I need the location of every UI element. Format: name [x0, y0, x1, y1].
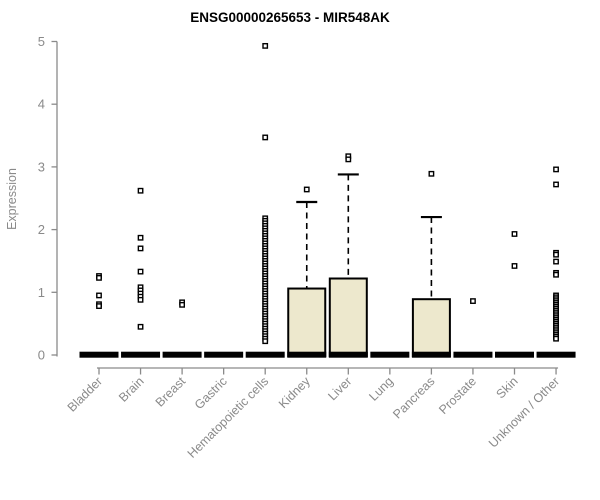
outlier-point [511, 263, 518, 269]
outlier-point [96, 274, 102, 281]
boxplot-gastric [204, 351, 244, 358]
outlier-point [179, 301, 185, 308]
outlier-point [553, 335, 559, 342]
median-bar [495, 351, 534, 358]
x-category-label: Gastric [192, 374, 230, 412]
outlier-point [137, 323, 144, 330]
box-iqr [287, 287, 327, 357]
outlier-point [137, 187, 144, 194]
x-category-label: Bladder [65, 374, 105, 414]
x-category-label: Lung [366, 374, 396, 404]
y-tick-label: 5 [38, 34, 45, 49]
boxplot-breast [162, 299, 202, 358]
boxplot-pancreas [411, 170, 451, 358]
outlier-point [96, 292, 102, 299]
axes: 0 1 2 3 4 5 Bladder Brain Breast GastricHematopoi… [38, 34, 562, 461]
outlier-point [553, 258, 559, 265]
median-bar [245, 351, 285, 358]
x-category-label: Skin [494, 374, 521, 401]
x-category-label: Kidney [276, 374, 313, 411]
boxplot-hematopoietic-cells [245, 42, 285, 358]
outlier-point [137, 245, 144, 252]
outlier-point [96, 303, 102, 309]
outlier-point [345, 156, 352, 163]
median-bar [536, 351, 576, 358]
outlier-point [262, 338, 269, 345]
median-bar [121, 351, 161, 358]
median-bar [79, 351, 119, 358]
outlier-point [137, 268, 144, 275]
y-tick-label: 0 [38, 348, 45, 363]
chart-title: ENSG00000265653 - MIR548AK [190, 10, 390, 25]
outlier-point [137, 296, 144, 303]
boxplot-lung [370, 351, 410, 358]
outlier-point [428, 170, 435, 177]
outlier-point [553, 251, 559, 258]
y-tick-label: 4 [38, 97, 45, 112]
median-bar [328, 351, 368, 358]
y-axis-label: Expression [5, 168, 19, 230]
median-bar [411, 351, 451, 358]
outlier-point [553, 271, 559, 278]
median-bar [162, 351, 202, 358]
boxplot-skin [495, 231, 534, 358]
x-category-label: Prostate [436, 374, 479, 417]
box-iqr [328, 277, 368, 358]
boxplot-unknown-other [536, 166, 576, 358]
outlier-point [262, 42, 269, 49]
outlier-point [303, 186, 310, 193]
boxplot-kidney [287, 186, 327, 358]
outlier-point [511, 231, 518, 237]
boxplot-prostate [453, 298, 493, 358]
outlier-point [553, 181, 559, 188]
outlier-point [470, 298, 476, 304]
y-tick-label: 1 [38, 285, 45, 300]
y-tick-label: 2 [38, 222, 45, 237]
median-bar [453, 351, 493, 358]
outlier-point [137, 234, 144, 241]
boxplot-liver [328, 153, 368, 358]
x-category-label: Brain [116, 374, 147, 405]
boxplot-bladder [79, 273, 119, 358]
boxplot-brain [121, 187, 161, 358]
median-bar [287, 351, 327, 358]
median-bar [370, 351, 410, 358]
boxplots [79, 42, 576, 358]
x-category-label: Hematopoietic cells [185, 374, 272, 461]
box-iqr [411, 298, 451, 357]
x-category-label: Pancreas [390, 374, 437, 421]
x-category-label: Breast [153, 374, 189, 410]
y-tick-label: 3 [38, 159, 45, 174]
x-category-label: Unknown / Other [486, 374, 562, 450]
outlier-point [262, 134, 269, 141]
median-bar [204, 351, 244, 358]
outlier-point [553, 166, 559, 173]
x-category-label: Liver [325, 374, 354, 403]
